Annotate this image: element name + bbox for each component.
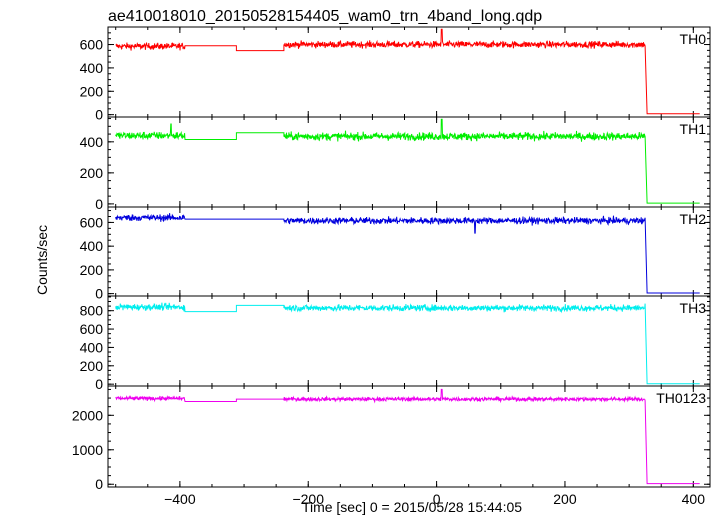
x-tick-label: −200 <box>292 491 324 507</box>
y-tick-label: 800 <box>80 303 104 319</box>
series-line-th0123 <box>115 388 700 485</box>
y-tick-label: 0 <box>95 376 103 392</box>
panel-label: TH2 <box>680 211 707 227</box>
y-tick-label: 400 <box>80 339 104 355</box>
panel-label: TH3 <box>680 300 707 316</box>
y-tick-label: 0 <box>95 476 103 492</box>
y-tick-label: 200 <box>80 358 104 374</box>
x-tick-label: 0 <box>433 491 441 507</box>
y-tick-label: 0 <box>95 107 103 123</box>
panel-frame <box>107 116 711 208</box>
chart-title: ae410018010_20150528154405_wam0_trn_4ban… <box>108 8 542 25</box>
y-tick-label: 200 <box>80 83 104 99</box>
panel-label: TH0 <box>680 31 707 47</box>
y-axis-label: Counts/sec <box>34 225 50 295</box>
panel-label: TH1 <box>680 121 707 137</box>
x-axis-label: Time [sec] 0 = 2015/05/28 15:44:05 <box>302 499 522 515</box>
y-tick-label: 600 <box>80 321 104 337</box>
panel-label: TH0123 <box>656 390 706 406</box>
y-tick-label: 1000 <box>72 442 103 458</box>
y-tick-label: 400 <box>80 134 104 150</box>
panel-th2: 0 200 400 600 TH2 <box>80 206 711 302</box>
series-line-th1 <box>115 118 700 204</box>
y-tick-label: 600 <box>80 214 104 230</box>
y-tick-label: 0 <box>95 286 103 302</box>
panel-th0123: 0 1000 2000 TH0123 <box>72 385 711 492</box>
x-tick-label: 400 <box>682 491 706 507</box>
panel-th3: 0 200 400 600 800 TH3 <box>80 295 711 392</box>
panel-frame <box>107 26 711 118</box>
panel-frame <box>107 385 711 488</box>
y-tick-label: 600 <box>80 37 104 53</box>
y-tick-label: 200 <box>80 165 104 181</box>
x-tick-label: −400 <box>164 491 196 507</box>
series-line-th3 <box>115 302 700 385</box>
x-tick-label: 200 <box>553 491 577 507</box>
series-line-th0 <box>115 28 700 115</box>
y-tick-label: 2000 <box>72 407 103 423</box>
y-tick-label: 400 <box>80 238 104 254</box>
chart-panels: 0 200 400 600 TH0 0 200 400 TH1 0 200 400 600 TH2 0 200… <box>72 26 711 507</box>
y-tick-label: 400 <box>80 60 104 76</box>
y-tick-label: 200 <box>80 262 104 278</box>
panel-th0: 0 200 400 600 TH0 <box>80 26 711 123</box>
series-line-th2 <box>115 213 700 294</box>
y-tick-label: 0 <box>95 196 103 212</box>
panel-th1: 0 200 400 TH1 <box>80 116 711 212</box>
